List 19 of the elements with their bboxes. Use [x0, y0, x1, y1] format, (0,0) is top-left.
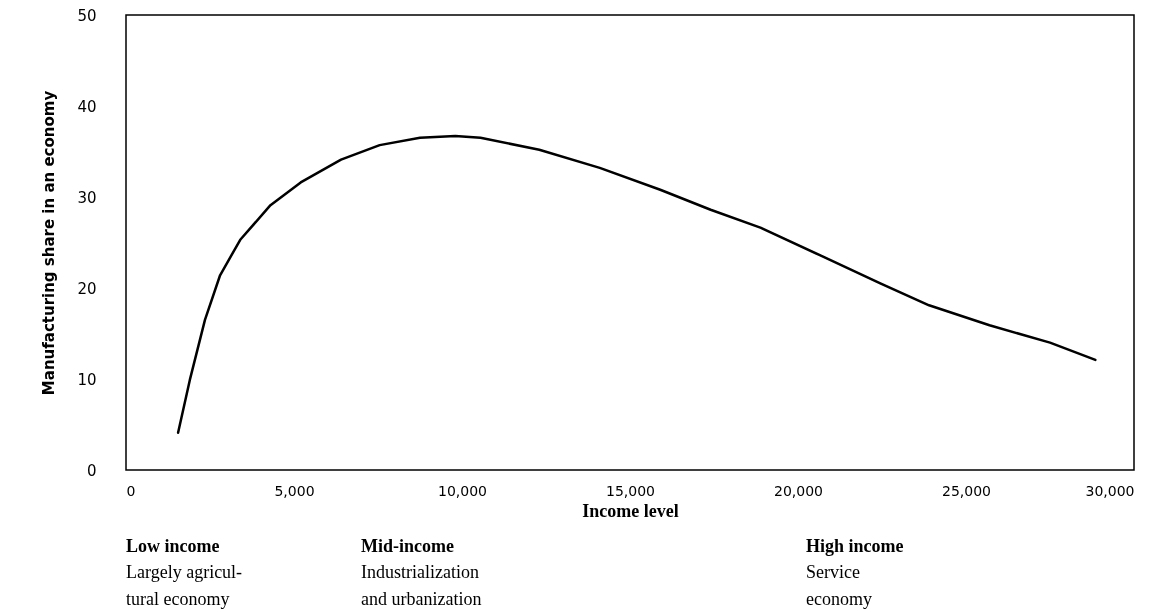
x-tick-label: 30,000: [1085, 482, 1135, 499]
y-tick-label: 20: [77, 279, 97, 298]
x-tick-label: 20,000: [774, 482, 823, 499]
x-tick-label: 0: [126, 482, 136, 499]
text: High income Service economy: [806, 536, 904, 609]
y-tick-label: 40: [77, 97, 97, 116]
line-series: [176, 134, 1097, 434]
y-tick-label: 10: [77, 370, 97, 389]
y-tick-label: 50: [77, 6, 97, 25]
x-tick-label: 10,000: [438, 482, 487, 499]
y-tick-label: 30: [77, 188, 97, 207]
x-tick-label: 15,000: [606, 482, 655, 499]
y-tick-label: 0: [86, 461, 97, 480]
x-tick-label: 5,000: [274, 482, 315, 499]
x-tick-label: 25,000: [942, 482, 991, 499]
x-axis-title: Income level: [582, 500, 679, 521]
text: Low income Largely agricul- tural economy: [126, 536, 243, 609]
text: Mid-income Industrialization and urbanization: [361, 536, 482, 609]
y-axis-title: Manufacturing share in an economy: [40, 90, 59, 396]
